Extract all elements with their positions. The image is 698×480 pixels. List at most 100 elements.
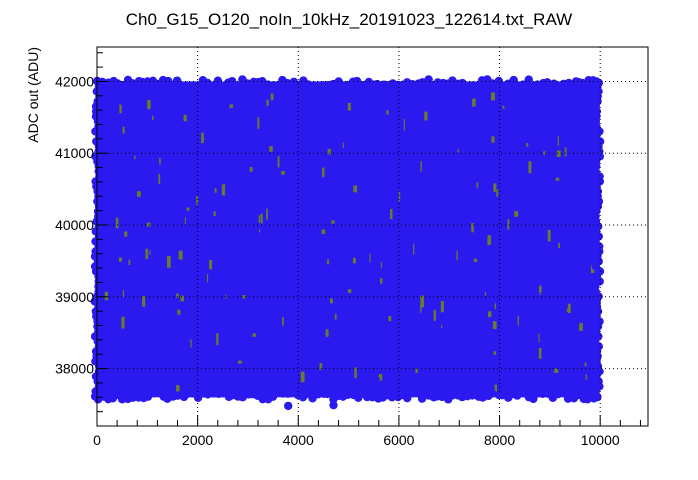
x-tick-label: 10000 <box>581 432 620 448</box>
data-streak <box>216 333 219 346</box>
scatter-point <box>538 389 547 398</box>
x-tick-label: 2000 <box>182 432 213 448</box>
data-streak <box>327 148 331 155</box>
data-streak <box>221 184 226 196</box>
scatter-point <box>194 81 203 91</box>
y-tick-label: 39000 <box>55 289 94 305</box>
scatter-point <box>153 388 162 397</box>
data-streak <box>476 182 479 188</box>
scatter-point <box>513 391 522 400</box>
data-streak <box>353 185 358 193</box>
data-streak <box>557 136 559 146</box>
scatter-point <box>559 388 569 397</box>
data-streak <box>440 300 444 313</box>
data-streak <box>584 362 587 367</box>
data-streak <box>380 278 383 284</box>
data-streak <box>456 250 458 261</box>
data-streak <box>420 303 422 313</box>
scatter-point <box>583 395 592 404</box>
data-streak <box>487 311 492 318</box>
data-streak <box>282 316 284 326</box>
data-streak <box>146 222 151 227</box>
scatter-point <box>408 388 417 398</box>
data-streak <box>277 156 280 168</box>
data-streak <box>122 289 125 298</box>
scatter-point <box>234 81 244 90</box>
scatter-point <box>372 79 382 89</box>
y-tick-label: 42000 <box>55 73 94 89</box>
data-streak <box>484 292 487 296</box>
scatter-point <box>173 391 182 400</box>
data-streak <box>166 256 171 268</box>
data-streak <box>257 117 260 129</box>
scatter-point <box>323 389 332 399</box>
data-streak <box>543 151 546 155</box>
scatter-point <box>552 82 562 91</box>
data-streak <box>145 248 149 259</box>
data-streak <box>547 229 551 242</box>
data-streak <box>538 347 542 359</box>
data-streak <box>441 324 443 329</box>
scatter-point <box>482 77 492 86</box>
data-streak <box>424 111 428 121</box>
data-streak <box>354 367 357 379</box>
data-streak <box>147 99 151 110</box>
data-streak <box>325 329 329 337</box>
data-streak <box>184 217 186 226</box>
y-tick-label: 41000 <box>55 145 94 161</box>
point-cloud-band <box>97 81 598 398</box>
data-streak <box>369 253 371 263</box>
data-streak <box>388 315 392 322</box>
data-streak <box>502 105 505 109</box>
data-streak <box>190 339 192 348</box>
data-streak <box>494 303 496 310</box>
scatter-point <box>387 393 397 402</box>
data-streak <box>526 142 529 147</box>
scatter-point <box>578 78 587 88</box>
data-streak <box>493 351 497 355</box>
data-streak <box>398 191 401 202</box>
data-streak <box>491 136 495 143</box>
data-streak <box>176 293 179 298</box>
y-tick-label: 38000 <box>55 361 94 377</box>
data-streak <box>178 250 183 260</box>
scatter-point <box>519 80 528 89</box>
data-streak <box>124 231 128 237</box>
scatter-point <box>418 78 427 87</box>
data-streak <box>379 373 383 381</box>
data-streak <box>352 257 356 264</box>
data-streak <box>528 161 532 174</box>
data-streak <box>118 257 123 262</box>
data-streak <box>538 285 542 293</box>
data-streak <box>281 171 285 175</box>
data-streak <box>136 191 141 197</box>
scatter-point <box>90 392 100 401</box>
scatter-point <box>282 78 292 88</box>
data-streak <box>266 99 269 106</box>
data-streak <box>538 333 540 343</box>
data-streak <box>260 213 263 224</box>
data-streak <box>415 368 418 373</box>
x-tick-label: 4000 <box>283 432 314 448</box>
data-streak <box>487 235 491 246</box>
data-streak <box>269 146 273 152</box>
data-streak <box>252 333 256 337</box>
data-streak <box>494 384 498 394</box>
x-tick-label: 0 <box>93 432 101 448</box>
data-streak <box>158 173 161 184</box>
data-streak <box>177 309 181 315</box>
data-streak <box>214 187 217 193</box>
data-streak <box>491 92 495 101</box>
scatter-point <box>227 76 237 86</box>
data-streak <box>579 323 583 331</box>
data-streak <box>201 132 204 144</box>
data-streak <box>207 273 209 283</box>
data-streak <box>300 371 305 383</box>
scatter-point <box>217 389 227 398</box>
data-streak <box>322 167 325 178</box>
data-streak <box>319 363 323 370</box>
data-streak <box>457 148 459 153</box>
scatter-point <box>188 81 197 90</box>
